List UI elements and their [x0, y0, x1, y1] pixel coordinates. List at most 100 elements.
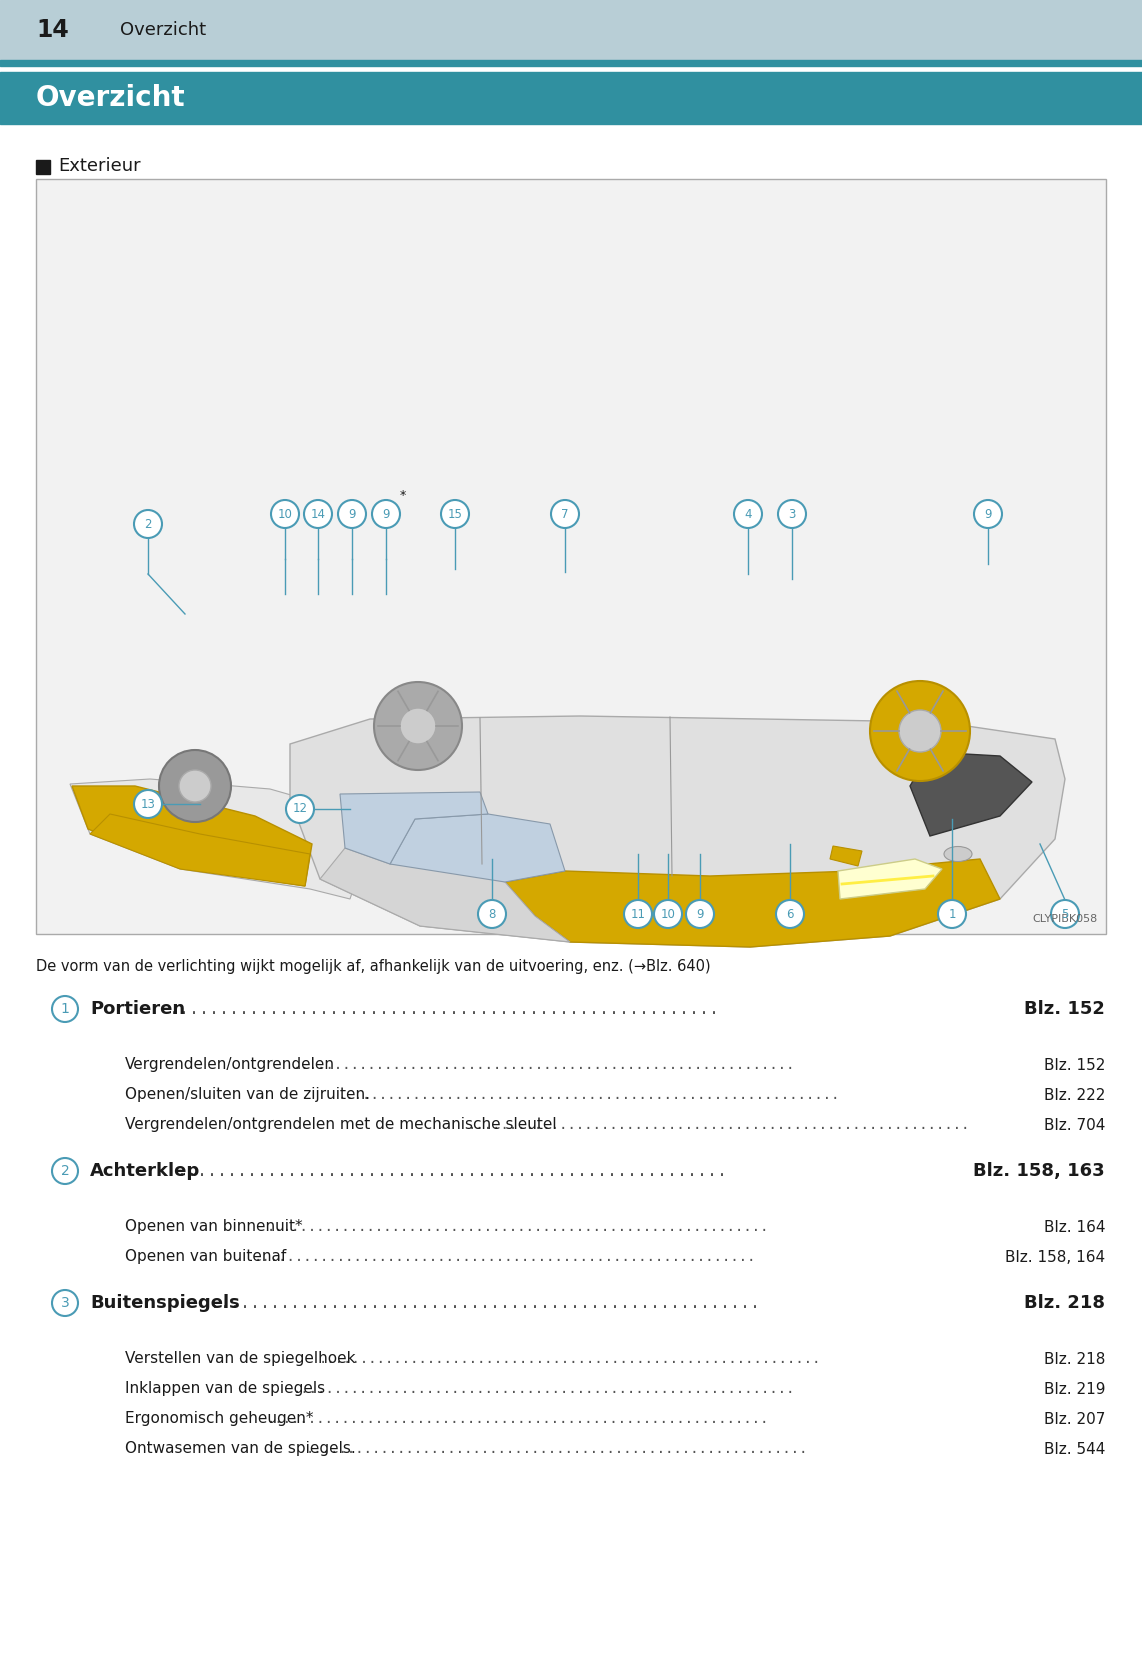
Text: ............................................................: ........................................…: [292, 1059, 795, 1072]
Text: 14: 14: [37, 18, 69, 41]
Polygon shape: [90, 814, 309, 887]
Text: 3: 3: [61, 1297, 70, 1310]
Text: 10: 10: [278, 508, 292, 521]
Text: ............................................................: ........................................…: [292, 1383, 795, 1396]
Circle shape: [373, 681, 463, 771]
Circle shape: [372, 500, 400, 528]
Circle shape: [441, 500, 469, 528]
Polygon shape: [838, 858, 942, 900]
Text: 1: 1: [948, 908, 956, 921]
Text: 14: 14: [311, 508, 325, 521]
Circle shape: [53, 996, 78, 1022]
Polygon shape: [290, 716, 1065, 948]
Text: Openen van binnenuit*: Openen van binnenuit*: [124, 1219, 303, 1234]
Text: 5: 5: [1061, 908, 1069, 921]
Polygon shape: [320, 849, 570, 943]
Text: *: *: [400, 490, 407, 503]
Text: Ergonomisch geheugen*: Ergonomisch geheugen*: [124, 1411, 314, 1426]
Text: 10: 10: [660, 908, 675, 921]
Text: 6: 6: [786, 908, 794, 921]
Text: Blz. 219: Blz. 219: [1044, 1381, 1105, 1396]
Text: Blz. 152: Blz. 152: [1024, 1001, 1105, 1017]
Circle shape: [134, 509, 162, 538]
Text: 12: 12: [292, 802, 307, 815]
Text: 9: 9: [984, 508, 991, 521]
Circle shape: [338, 500, 365, 528]
Circle shape: [400, 708, 436, 744]
Circle shape: [899, 710, 941, 753]
Text: Inklappen van de spiegels: Inklappen van de spiegels: [124, 1381, 325, 1396]
Text: Blz. 158, 163: Blz. 158, 163: [973, 1163, 1105, 1179]
Text: Openen/sluiten van de zijruiten.: Openen/sluiten van de zijruiten.: [124, 1087, 370, 1103]
Text: Vergrendelen/ontgrendelen: Vergrendelen/ontgrendelen: [124, 1057, 335, 1072]
Text: Blz. 158, 164: Blz. 158, 164: [1005, 1249, 1105, 1265]
Circle shape: [938, 900, 966, 928]
Text: CLYPIBK058: CLYPIBK058: [1032, 915, 1097, 925]
Text: 7: 7: [561, 508, 569, 521]
Circle shape: [179, 771, 211, 802]
Polygon shape: [505, 858, 1000, 948]
Text: Blz. 218: Blz. 218: [1044, 1351, 1105, 1366]
Bar: [37, 179, 1105, 935]
Circle shape: [478, 900, 506, 928]
Polygon shape: [391, 814, 565, 882]
Text: ............................................................: ........................................…: [468, 1118, 971, 1131]
Bar: [0, 0, 1142, 60]
Text: ............................................................: ........................................…: [338, 1088, 841, 1102]
Text: 15: 15: [448, 508, 463, 521]
Text: 13: 13: [140, 797, 155, 810]
Circle shape: [870, 681, 970, 781]
Text: Blz. 207: Blz. 207: [1044, 1411, 1105, 1426]
Text: Blz. 704: Blz. 704: [1044, 1118, 1105, 1133]
Text: Portieren: Portieren: [90, 1001, 185, 1017]
Text: ............................................................: ........................................…: [306, 1442, 809, 1456]
Text: 9: 9: [348, 508, 356, 521]
Text: ............................................................: ........................................…: [319, 1351, 821, 1366]
Circle shape: [159, 749, 231, 822]
Polygon shape: [70, 779, 365, 900]
Text: Blz. 218: Blz. 218: [1024, 1293, 1105, 1312]
Text: Ontwasemen van de spiegels.: Ontwasemen van de spiegels.: [124, 1442, 356, 1457]
Polygon shape: [910, 753, 1032, 835]
Circle shape: [974, 500, 1002, 528]
Text: Overzicht: Overzicht: [120, 22, 206, 40]
Polygon shape: [72, 786, 312, 887]
Text: 9: 9: [383, 508, 389, 521]
Text: 8: 8: [489, 908, 496, 921]
Circle shape: [734, 500, 762, 528]
Text: 11: 11: [630, 908, 645, 921]
Text: Blz. 152: Blz. 152: [1044, 1057, 1105, 1072]
Polygon shape: [830, 845, 862, 867]
Text: ............................................................: ........................................…: [266, 1221, 769, 1234]
Text: Vergrendelen/ontgrendelen met de mechanische sleutel: Vergrendelen/ontgrendelen met de mechani…: [124, 1118, 556, 1133]
Text: ............................................................: ........................................…: [254, 1250, 756, 1264]
Circle shape: [777, 900, 804, 928]
Text: Blz. 544: Blz. 544: [1044, 1442, 1105, 1457]
Text: Buitenspiegels: Buitenspiegels: [90, 1293, 240, 1312]
Text: Blz. 164: Blz. 164: [1044, 1219, 1105, 1234]
Circle shape: [1051, 900, 1079, 928]
Polygon shape: [340, 792, 488, 863]
Text: 1: 1: [61, 1002, 70, 1016]
Text: .......................................................: ........................................…: [169, 1001, 718, 1017]
Circle shape: [286, 796, 314, 824]
Circle shape: [271, 500, 299, 528]
Circle shape: [53, 1158, 78, 1184]
Bar: [0, 60, 1142, 66]
Text: .......................................................: ........................................…: [210, 1293, 759, 1312]
Bar: [0, 73, 1142, 124]
Text: 2: 2: [61, 1164, 70, 1178]
Text: Overzicht: Overzicht: [37, 84, 186, 112]
Circle shape: [304, 500, 332, 528]
Text: 3: 3: [788, 508, 796, 521]
Text: .......................................................: ........................................…: [177, 1163, 727, 1179]
Circle shape: [654, 900, 682, 928]
Circle shape: [778, 500, 806, 528]
Text: Blz. 222: Blz. 222: [1044, 1087, 1105, 1103]
Text: Verstellen van de spiegelhoek: Verstellen van de spiegelhoek: [124, 1351, 355, 1366]
Circle shape: [134, 791, 162, 819]
Text: 4: 4: [745, 508, 751, 521]
Text: Openen van buitenaf: Openen van buitenaf: [124, 1249, 287, 1265]
Text: Achterklep: Achterklep: [90, 1163, 200, 1179]
Text: ............................................................: ........................................…: [266, 1413, 769, 1426]
